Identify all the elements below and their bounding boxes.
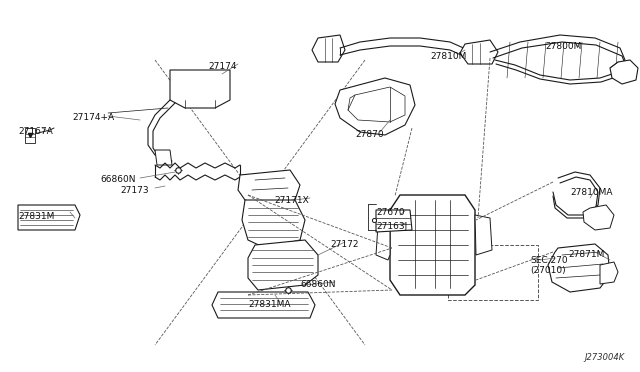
Polygon shape: [335, 78, 415, 135]
Text: 27174+A: 27174+A: [72, 113, 114, 122]
Polygon shape: [548, 244, 610, 292]
Polygon shape: [475, 215, 492, 255]
Polygon shape: [600, 262, 618, 284]
Polygon shape: [376, 220, 390, 260]
Text: 27173: 27173: [120, 186, 148, 195]
Text: 27810MA: 27810MA: [570, 188, 612, 197]
Text: 27800M: 27800M: [545, 42, 581, 51]
Polygon shape: [376, 210, 412, 232]
Bar: [448, 245, 538, 300]
Text: 27163J: 27163J: [376, 222, 407, 231]
Text: 27810M: 27810M: [430, 52, 467, 61]
Polygon shape: [460, 40, 498, 64]
Text: J273004K: J273004K: [585, 353, 625, 362]
Polygon shape: [238, 170, 300, 205]
Text: 27172: 27172: [330, 240, 358, 249]
Polygon shape: [170, 70, 230, 108]
Text: 27871M: 27871M: [568, 250, 604, 259]
Text: 27870: 27870: [355, 130, 383, 139]
Text: (27010): (27010): [530, 266, 566, 275]
Text: 66860N: 66860N: [300, 280, 335, 289]
Polygon shape: [610, 60, 638, 84]
Polygon shape: [212, 292, 315, 318]
Polygon shape: [348, 87, 405, 122]
Polygon shape: [25, 128, 35, 143]
Polygon shape: [155, 150, 172, 165]
Text: 27171X: 27171X: [274, 196, 308, 205]
Polygon shape: [390, 195, 475, 295]
Polygon shape: [312, 35, 345, 62]
Text: 66860N: 66860N: [100, 175, 136, 184]
Polygon shape: [242, 200, 305, 248]
Text: 27174: 27174: [208, 62, 237, 71]
Polygon shape: [248, 240, 318, 290]
Polygon shape: [583, 205, 614, 230]
Text: SEC.270: SEC.270: [530, 256, 568, 265]
Text: 27167A: 27167A: [18, 127, 52, 136]
Text: 27670: 27670: [376, 208, 404, 217]
Text: 27831MA: 27831MA: [248, 300, 291, 309]
Text: 27831M: 27831M: [18, 212, 54, 221]
Polygon shape: [18, 205, 80, 230]
